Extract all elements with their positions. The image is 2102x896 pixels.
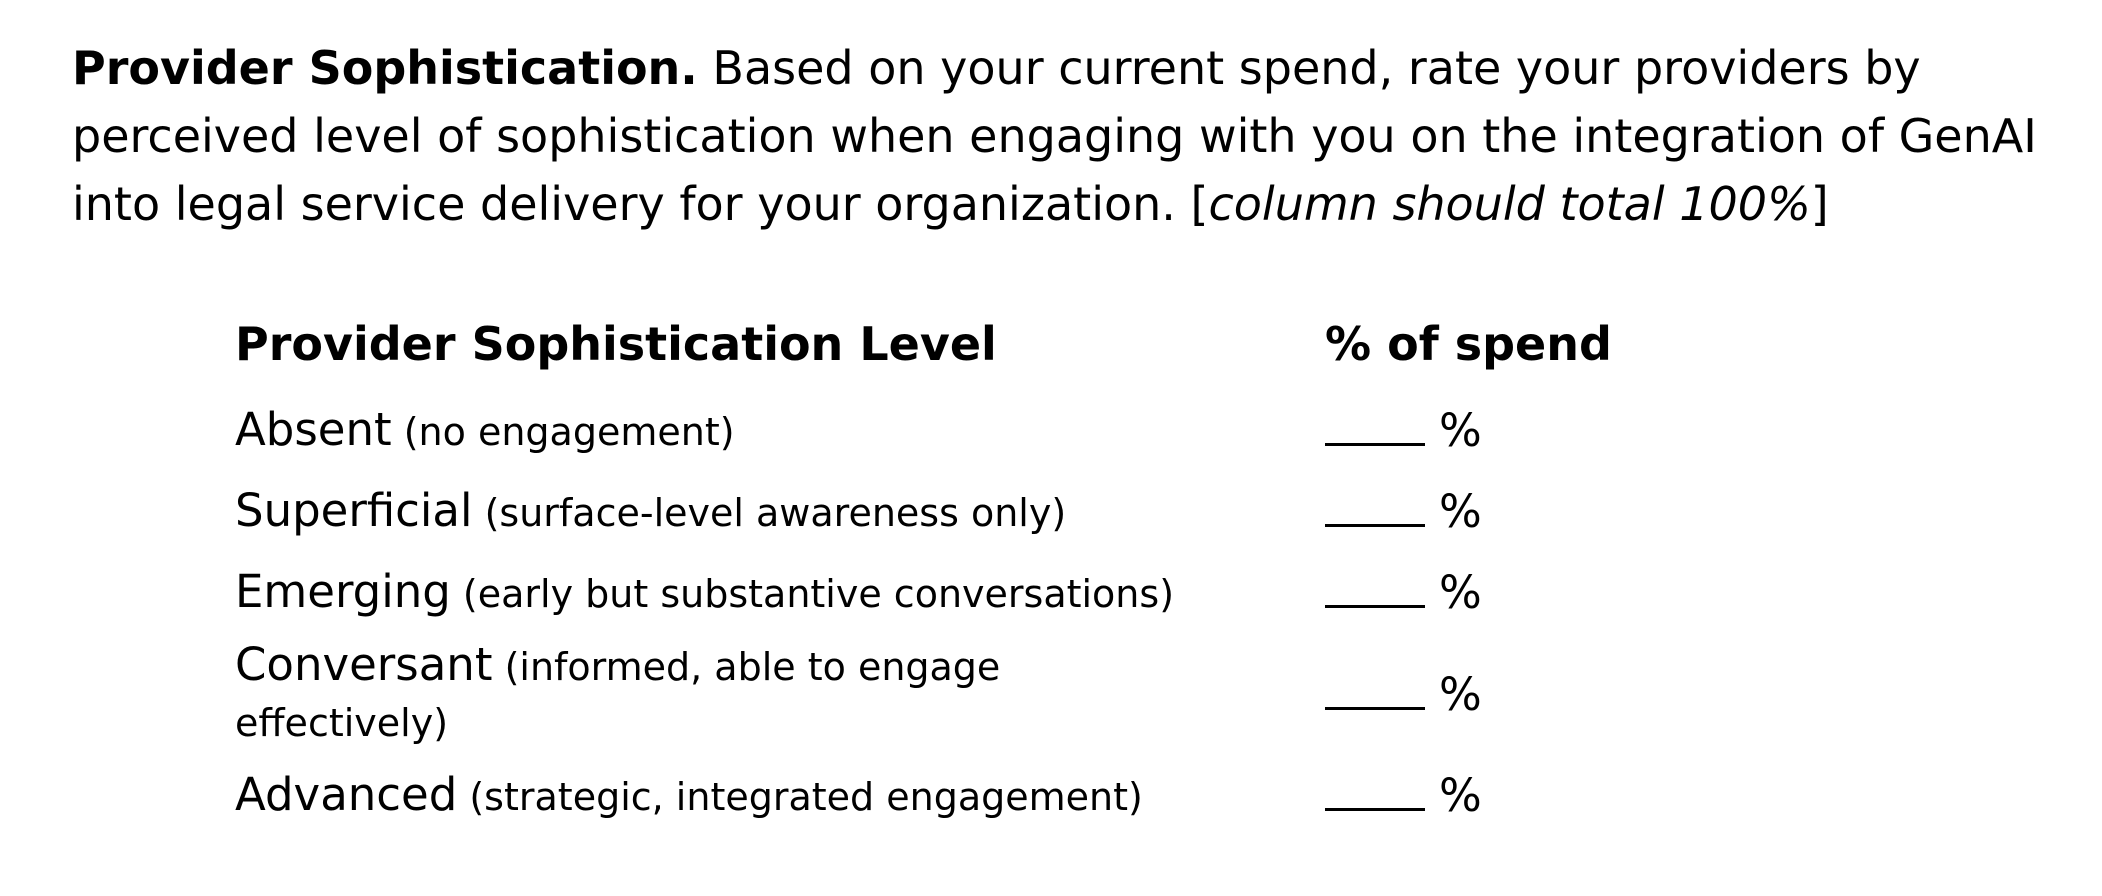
table-row-absent: Absent (no engagement) % [235,390,1735,471]
table-row-advanced: Advanced (strategic, integrated engageme… [235,755,1735,836]
level-name: Conversant [235,638,493,691]
percent-sign: % [1439,485,1482,538]
percent-sign: % [1439,566,1482,619]
spend-cell: % [1325,404,1735,457]
spend-blank-field[interactable] [1325,677,1425,710]
level-name: Emerging [235,564,451,618]
question-text: Provider Sophistication. Based on your c… [72,34,2072,238]
level-description: (no engagement) [391,409,735,454]
level-name: Advanced [235,767,458,821]
table-row-emerging: Emerging (early but substantive conversa… [235,552,1735,633]
header-spend: % of spend [1325,317,1612,371]
percent-sign: % [1439,404,1482,457]
level-cell: Conversant (informed, able to engage eff… [235,637,1325,751]
table-row-conversant: Conversant (informed, able to engage eff… [235,633,1735,755]
spend-cell: % [1325,566,1735,619]
level-cell: Superficial (surface-level awareness onl… [235,482,1325,542]
question-title: Provider Sophistication. [72,41,698,95]
level-description: (surface-level awareness only) [472,490,1067,535]
level-description: (early but substantive conversations) [450,571,1175,616]
question-note-close: ] [1810,177,1829,231]
table-row-superficial: Superficial (surface-level awareness onl… [235,471,1735,552]
table-header: Provider Sophistication Level % of spend [235,312,1735,376]
level-description: (informed, able to engage effectively) [235,645,1001,745]
header-level: Provider Sophistication Level [235,317,997,371]
spend-cell: % [1325,485,1735,538]
level-cell: Emerging (early but substantive conversa… [235,563,1325,623]
spend-cell: % [1325,668,1735,721]
level-name: Superficial [235,483,473,537]
percent-sign: % [1439,769,1482,822]
level-description: (strategic, integrated engagement) [457,774,1143,819]
question-note: column should total 100% [1208,177,1811,231]
level-cell: Absent (no engagement) [235,401,1325,461]
percent-sign: % [1439,667,1482,721]
question-body: Based on your current spend, rate your p… [72,41,2037,231]
level-cell: Advanced (strategic, integrated engageme… [235,766,1325,826]
spend-blank-field[interactable] [1325,494,1425,527]
spend-blank-field[interactable] [1325,413,1425,446]
sophistication-table: Provider Sophistication Level % of spend… [235,312,1735,836]
spend-cell: % [1325,769,1735,822]
spend-blank-field[interactable] [1325,575,1425,608]
spend-blank-field[interactable] [1325,778,1425,811]
level-name: Absent [235,402,392,456]
